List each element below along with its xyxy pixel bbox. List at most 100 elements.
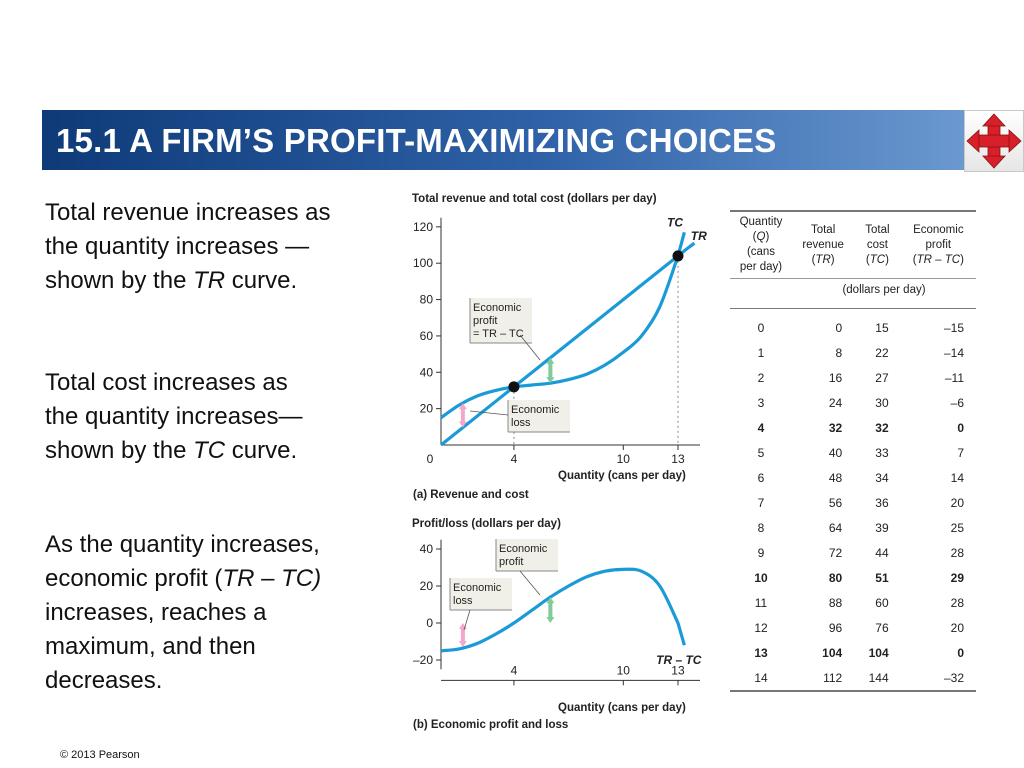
table-cell: 60 [875,595,889,610]
table-cell: 40 [828,445,843,460]
table-cell: 6 [757,470,765,485]
table-cell: –15 [943,320,964,335]
annotation-text: Economic [453,582,502,594]
table-row: 3 24 30 –6 [730,390,976,415]
table-cell: 20 [950,620,964,635]
table-row: 4 32 32 0 [730,415,976,440]
navigation-button[interactable] [964,110,1024,172]
chart-a-leader-line [469,410,509,416]
table-cell: 11 [754,595,768,610]
table-cell: 0 [757,320,765,335]
table-cell: 76 [875,620,889,635]
tc-curve [440,231,686,420]
table-cell: 0 [957,420,964,435]
chart-a-y-tick-label: 120 [413,220,433,234]
annotation-text: profit [499,556,523,568]
annotation-text: loss [511,417,531,429]
paragraph-text: curve. [225,437,298,464]
table-cell: 4 [757,420,765,435]
table-cell: –14 [943,345,964,360]
table-cell: 39 [875,520,889,535]
chart-a-caption: (a) Revenue and cost [413,489,529,501]
table-cell: 10 [754,570,768,585]
annotation-text: profit [473,315,497,327]
paragraph-text: As the quantity increases, economic prof… [45,531,320,592]
table-row: 8 64 39 25 [730,515,976,540]
table-cell: 80 [828,570,843,585]
annotation-text: Economic [511,404,560,416]
chart-a-xlabel: Quantity (cans per day) [558,470,686,482]
paragraph-total-cost: Total cost increases as the quantity inc… [45,366,305,468]
table-cell: 96 [828,620,843,635]
table-cell: 5 [757,445,765,460]
table-units-label: (dollars per day) [792,278,976,309]
chart-a-leader-line [519,334,541,361]
paragraph-text: curve. [225,267,298,294]
chart-b-caption: (b) Economic profit and loss [413,719,568,731]
chart-a-intersection-point [672,250,684,262]
chart-revenue-cost: Total revenue and total cost (dollars pe… [412,193,707,501]
paragraph-text: increases, reaches a maximum, and then d… [45,599,267,694]
annotation-text: loss [453,595,473,607]
paragraph-italic: TR [222,565,255,592]
chart-a-y-tick-label: 60 [420,329,434,343]
table-row: 10 80 51 29 [730,565,976,590]
table-cell: 28 [950,545,964,560]
table-cell: 1 [757,345,765,360]
table-row: 12 96 76 20 [730,615,976,640]
table-cell: 36 [875,495,889,510]
chart-a-x-tick-label: 10 [617,452,631,466]
chart-b-loss-arrow [458,623,467,648]
table-cell: 14 [950,470,964,485]
table-row: 9 72 44 28 [730,540,976,565]
table-cell: 51 [875,570,889,585]
table-row: 7 56 36 20 [730,490,976,515]
table-cell: 16 [828,370,843,385]
paragraph-text: – [254,565,282,592]
table-cell: 56 [828,495,843,510]
table-cell: 8 [757,520,765,535]
chart-a-x-tick-label: 13 [671,452,685,466]
paragraph-text: Total revenue increases as the quantity … [45,199,331,294]
table-cell: 15 [875,320,889,335]
annotation-text: Economic [499,543,548,555]
chart-a-x-tick-label: 4 [511,452,518,466]
table-header-row: Quantity (Q) (cans per day) Total revenue (TR)… [730,211,976,279]
annotation-text: Economic [473,302,522,314]
table-units-row: (dollars per day) [730,278,976,309]
chart-a-y-tick-label: 20 [420,402,434,416]
chart-b-ylabel: Profit/loss (dollars per day) [412,518,561,530]
table-units-spacer [730,278,792,309]
table-cell: 24 [828,395,843,410]
annotation-text: = TR – TC [473,328,524,340]
table-cell: 104 [868,645,889,660]
chart-b-leader-line [519,570,541,596]
chart-a-profit-arrow [546,357,555,384]
chart-b-y-tick-label: 0 [426,616,433,630]
table-header-1: Total revenue (TR) [802,223,844,266]
table-row: 14 112 144 –32 [730,665,976,692]
chart-b-leader-line [463,609,471,631]
table-cell: 33 [875,445,889,460]
chart-a-y-tick-label: 80 [420,293,434,307]
table-cell: 0 [957,645,964,660]
table-row: 13 104 104 0 [730,640,976,665]
table-cell: 8 [835,345,843,360]
chart-b-x-tick-label: 13 [671,663,685,677]
table-cell: 88 [828,595,843,610]
table-cell: 14 [730,665,792,692]
table-cell: 72 [828,545,843,560]
table-cell: 48 [828,470,843,485]
table-row: 2 16 27 –11 [730,365,976,390]
table-cell: 22 [875,345,889,360]
table-cell: 25 [950,520,964,535]
paragraph-text: Total cost increases as the quantity inc… [45,369,303,464]
table-cell: 0 [835,320,843,335]
chart-b-profit-arrow [546,597,555,623]
table-cell: 3 [757,395,765,410]
chart-a-intersection-point [508,381,520,393]
table-cell: –6 [950,395,964,410]
